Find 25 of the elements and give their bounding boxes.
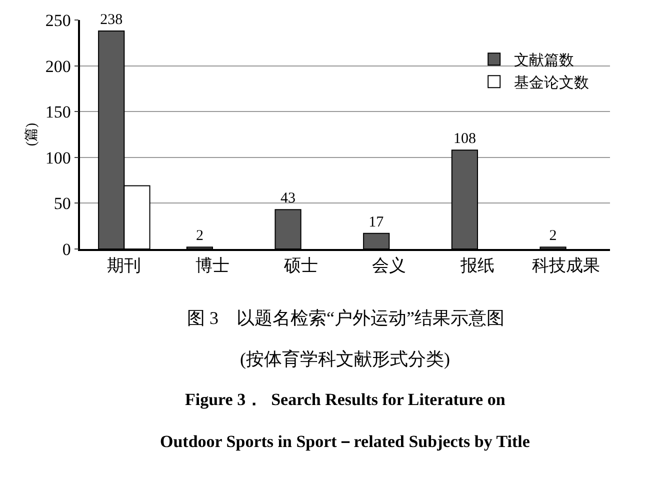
x-tick-label: 博士 [196, 256, 230, 276]
y-tick-label: 100 [45, 148, 71, 168]
data-label: 238 [100, 12, 123, 28]
caption: 图 3 以题名检索“户外运动”结果示意图 [187, 308, 504, 328]
text: Outdoor Sports in Sport－related Subjects by Title [160, 432, 530, 451]
legend-label: 基金论文数 [514, 74, 590, 92]
x-tick-label: 报纸 [460, 256, 494, 276]
x-tick-label: 期刊 [107, 256, 142, 276]
y-tick-label: 150 [45, 102, 71, 122]
y-tick-label: 50 [54, 194, 71, 214]
legend-label: 文献篇数 [514, 52, 574, 69]
y-tick-label: 200 [45, 56, 71, 76]
data-label: 108 [453, 131, 476, 148]
y-axis-title: (篇) [23, 122, 40, 146]
data-label: 17 [368, 214, 384, 230]
x-tick-label: 硕士 [282, 256, 318, 276]
y-tick-label: 250 [45, 10, 71, 30]
data-label: 2 [549, 228, 557, 244]
y-tick-label: 0 [62, 240, 71, 259]
text: (按体育学科文献形式分类) [240, 349, 450, 369]
x-tick-label: 科技成果 [532, 256, 600, 276]
caption: Figure 3． Search Results for Literature on [185, 390, 506, 409]
data-label: 2 [196, 228, 204, 244]
x-tick-label: 会义 [372, 256, 406, 276]
data-label: 43 [280, 190, 296, 207]
